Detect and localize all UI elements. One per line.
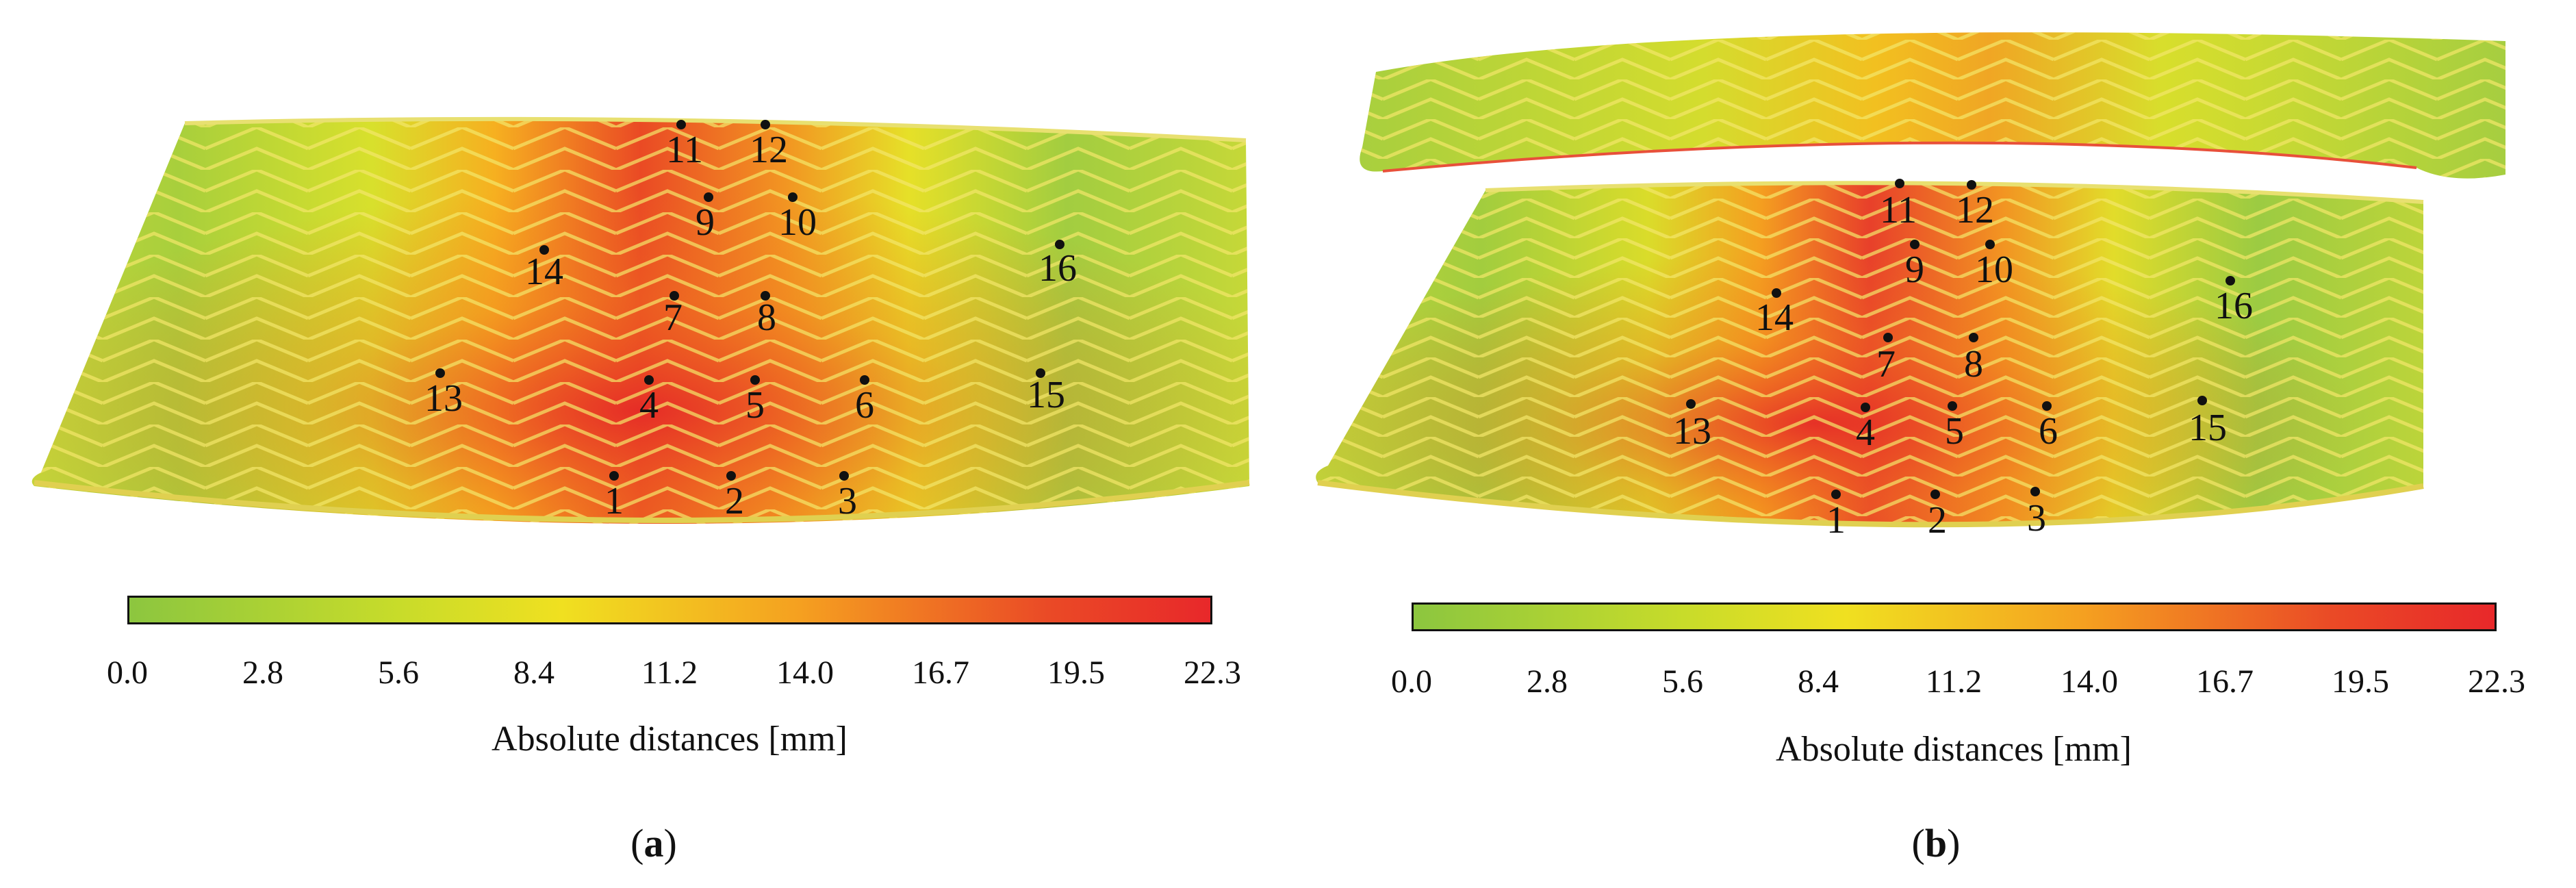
marker-points-a: 1 2 3 4 5 6 7 8 9 10 11 12 13 14 15 16 bbox=[424, 120, 1077, 522]
scale-tick: 16.7 bbox=[912, 655, 969, 691]
scale-tick: 0.0 bbox=[107, 655, 148, 691]
scale-tick: 8.4 bbox=[1798, 663, 1839, 700]
marker-3: 3 bbox=[838, 471, 857, 522]
svg-text:14: 14 bbox=[525, 251, 563, 293]
svg-text:7: 7 bbox=[663, 296, 683, 339]
panel-label-a: (a) bbox=[630, 821, 677, 865]
scale-tick: 22.3 bbox=[2468, 663, 2525, 700]
svg-text:9: 9 bbox=[1905, 249, 1924, 291]
svg-text:10: 10 bbox=[1975, 249, 2013, 291]
scale-tick: 14.0 bbox=[776, 655, 834, 691]
svg-text:2: 2 bbox=[1928, 499, 1947, 542]
svg-text:6: 6 bbox=[2039, 410, 2058, 453]
svg-text:10: 10 bbox=[778, 201, 817, 244]
svg-text:11: 11 bbox=[1880, 189, 1917, 231]
svg-text:13: 13 bbox=[1673, 410, 1711, 453]
marker-15: 15 bbox=[2189, 396, 2227, 449]
svg-text:5: 5 bbox=[1945, 410, 1964, 453]
svg-text:14: 14 bbox=[1755, 296, 1794, 339]
svg-text:16: 16 bbox=[2215, 285, 2253, 327]
marker-4: 4 bbox=[1856, 403, 1875, 454]
marker-12: 12 bbox=[1956, 180, 1994, 231]
color-scale-bar-a bbox=[127, 596, 1212, 624]
svg-text:2: 2 bbox=[725, 480, 744, 522]
marker-13: 13 bbox=[1673, 399, 1711, 453]
svg-text:6: 6 bbox=[855, 384, 874, 427]
scale-tick: 0.0 bbox=[1391, 663, 1432, 700]
marker-11: 11 bbox=[666, 120, 703, 171]
scale-tick: 19.5 bbox=[1047, 655, 1105, 691]
svg-text:15: 15 bbox=[2189, 407, 2227, 449]
svg-text:8: 8 bbox=[757, 296, 776, 339]
tire-scan-b: 1 2 3 4 5 6 7 8 9 10 11 12 13 14 15 16 bbox=[1316, 32, 2505, 542]
scale-tick: 19.5 bbox=[2332, 663, 2389, 700]
scale-tick: 5.6 bbox=[1662, 663, 1703, 700]
svg-text:3: 3 bbox=[2027, 497, 2046, 540]
marker-14: 14 bbox=[525, 245, 563, 293]
svg-text:16: 16 bbox=[1038, 247, 1077, 290]
marker-16: 16 bbox=[2215, 276, 2253, 327]
svg-text:7: 7 bbox=[1876, 343, 1896, 385]
svg-text:12: 12 bbox=[750, 129, 788, 171]
svg-text:1: 1 bbox=[604, 480, 624, 522]
scale-tick: 11.2 bbox=[1925, 663, 1982, 700]
svg-text:1: 1 bbox=[1826, 499, 1846, 542]
marker-4: 4 bbox=[639, 375, 659, 427]
panel-b: 1 2 3 4 5 6 7 8 9 10 11 12 13 14 15 16 0… bbox=[1287, 0, 2576, 888]
marker-8: 8 bbox=[1964, 333, 1983, 385]
scale-tick: 16.7 bbox=[2196, 663, 2254, 700]
marker-14: 14 bbox=[1755, 288, 1794, 339]
scale-label-a: Absolute distances [mm] bbox=[492, 720, 847, 759]
marker-3: 3 bbox=[2027, 487, 2046, 540]
marker-12: 12 bbox=[750, 120, 788, 171]
panel-a: 1 2 3 4 5 6 7 8 9 10 11 12 13 14 15 16 0… bbox=[0, 0, 1287, 888]
marker-9: 9 bbox=[1905, 240, 1924, 291]
svg-text:4: 4 bbox=[1856, 411, 1875, 454]
marker-15: 15 bbox=[1027, 368, 1065, 416]
marker-1: 1 bbox=[1826, 490, 1846, 542]
color-scale-bar-b bbox=[1412, 602, 2497, 631]
scale-tick: 5.6 bbox=[378, 655, 419, 691]
marker-10: 10 bbox=[1975, 240, 2013, 291]
svg-text:11: 11 bbox=[666, 129, 703, 171]
marker-11: 11 bbox=[1880, 179, 1917, 231]
scale-tick: 2.8 bbox=[242, 655, 283, 691]
scale-tick: 14.0 bbox=[2061, 663, 2118, 700]
svg-text:9: 9 bbox=[696, 201, 715, 244]
marker-1: 1 bbox=[604, 471, 624, 522]
marker-5: 5 bbox=[745, 375, 765, 427]
marker-8: 8 bbox=[757, 291, 776, 339]
marker-16: 16 bbox=[1038, 240, 1077, 290]
marker-2: 2 bbox=[725, 471, 744, 522]
svg-text:12: 12 bbox=[1956, 189, 1994, 231]
marker-6: 6 bbox=[2039, 401, 2058, 453]
svg-text:3: 3 bbox=[838, 480, 857, 522]
marker-7: 7 bbox=[1876, 333, 1896, 385]
marker-6: 6 bbox=[855, 375, 874, 427]
marker-7: 7 bbox=[663, 291, 683, 339]
svg-text:13: 13 bbox=[424, 377, 463, 420]
svg-text:15: 15 bbox=[1027, 374, 1065, 416]
marker-10: 10 bbox=[778, 192, 817, 244]
marker-5: 5 bbox=[1945, 401, 1964, 453]
marker-points-b: 1 2 3 4 5 6 7 8 9 10 11 12 13 14 15 16 bbox=[1673, 179, 2253, 542]
panel-label-b: (b) bbox=[1911, 821, 1961, 865]
tire-scan-a: 1 2 3 4 5 6 7 8 9 10 11 12 13 14 15 16 bbox=[31, 116, 1250, 524]
scale-tick: 22.3 bbox=[1184, 655, 1241, 691]
svg-text:4: 4 bbox=[639, 384, 659, 427]
scale-tick: 2.8 bbox=[1527, 663, 1568, 700]
scale-tick: 8.4 bbox=[513, 655, 554, 691]
scale-label-b: Absolute distances [mm] bbox=[1776, 730, 2132, 769]
svg-text:8: 8 bbox=[1964, 343, 1983, 385]
scale-tick: 11.2 bbox=[641, 655, 698, 691]
marker-13: 13 bbox=[424, 368, 463, 420]
svg-text:5: 5 bbox=[745, 384, 765, 427]
marker-9: 9 bbox=[696, 192, 715, 244]
marker-2: 2 bbox=[1928, 490, 1947, 542]
